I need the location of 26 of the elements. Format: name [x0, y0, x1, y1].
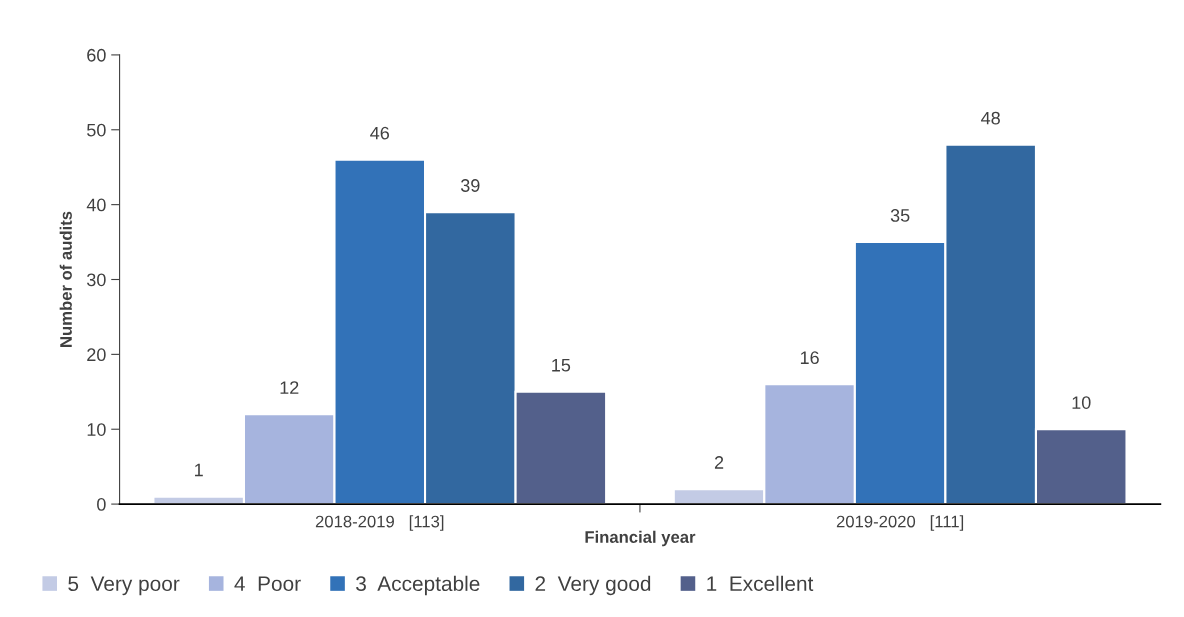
y-tick-label: 20: [87, 348, 106, 362]
legend-label: 4 Poor: [234, 576, 301, 592]
y-tick-label: 0: [97, 498, 106, 511]
data-label: 48: [981, 111, 1000, 125]
legend-label: 2 Very good: [535, 575, 651, 596]
y-tick-label: 50: [87, 123, 106, 137]
y-axis-title: Number of audits: [59, 211, 72, 347]
y-tick-label: 30: [87, 273, 106, 287]
legend-label: 5 Very poor: [68, 576, 180, 596]
data-label: 10: [1072, 396, 1091, 409]
x-axis-title: Financial year: [585, 530, 696, 547]
data-label: 35: [890, 209, 910, 222]
data-label: 15: [552, 358, 571, 372]
y-tick-label: 10: [87, 423, 106, 436]
y-tick-label: 60: [87, 48, 106, 62]
data-label: 1: [195, 463, 203, 477]
data-label: 46: [370, 126, 390, 140]
data-label: 2: [714, 456, 724, 469]
data-label: 39: [460, 179, 480, 192]
y-tick-label: 40: [86, 198, 106, 212]
legend-label: 3 Acceptable: [356, 575, 480, 596]
data-label: 12: [280, 381, 299, 394]
legend-label: 1 Excellent: [707, 575, 814, 592]
x-tick-label: 2018-2019 [113]: [315, 515, 444, 531]
x-tick-label: 2019-2020 [111]: [836, 515, 964, 531]
data-label: 16: [800, 351, 819, 365]
